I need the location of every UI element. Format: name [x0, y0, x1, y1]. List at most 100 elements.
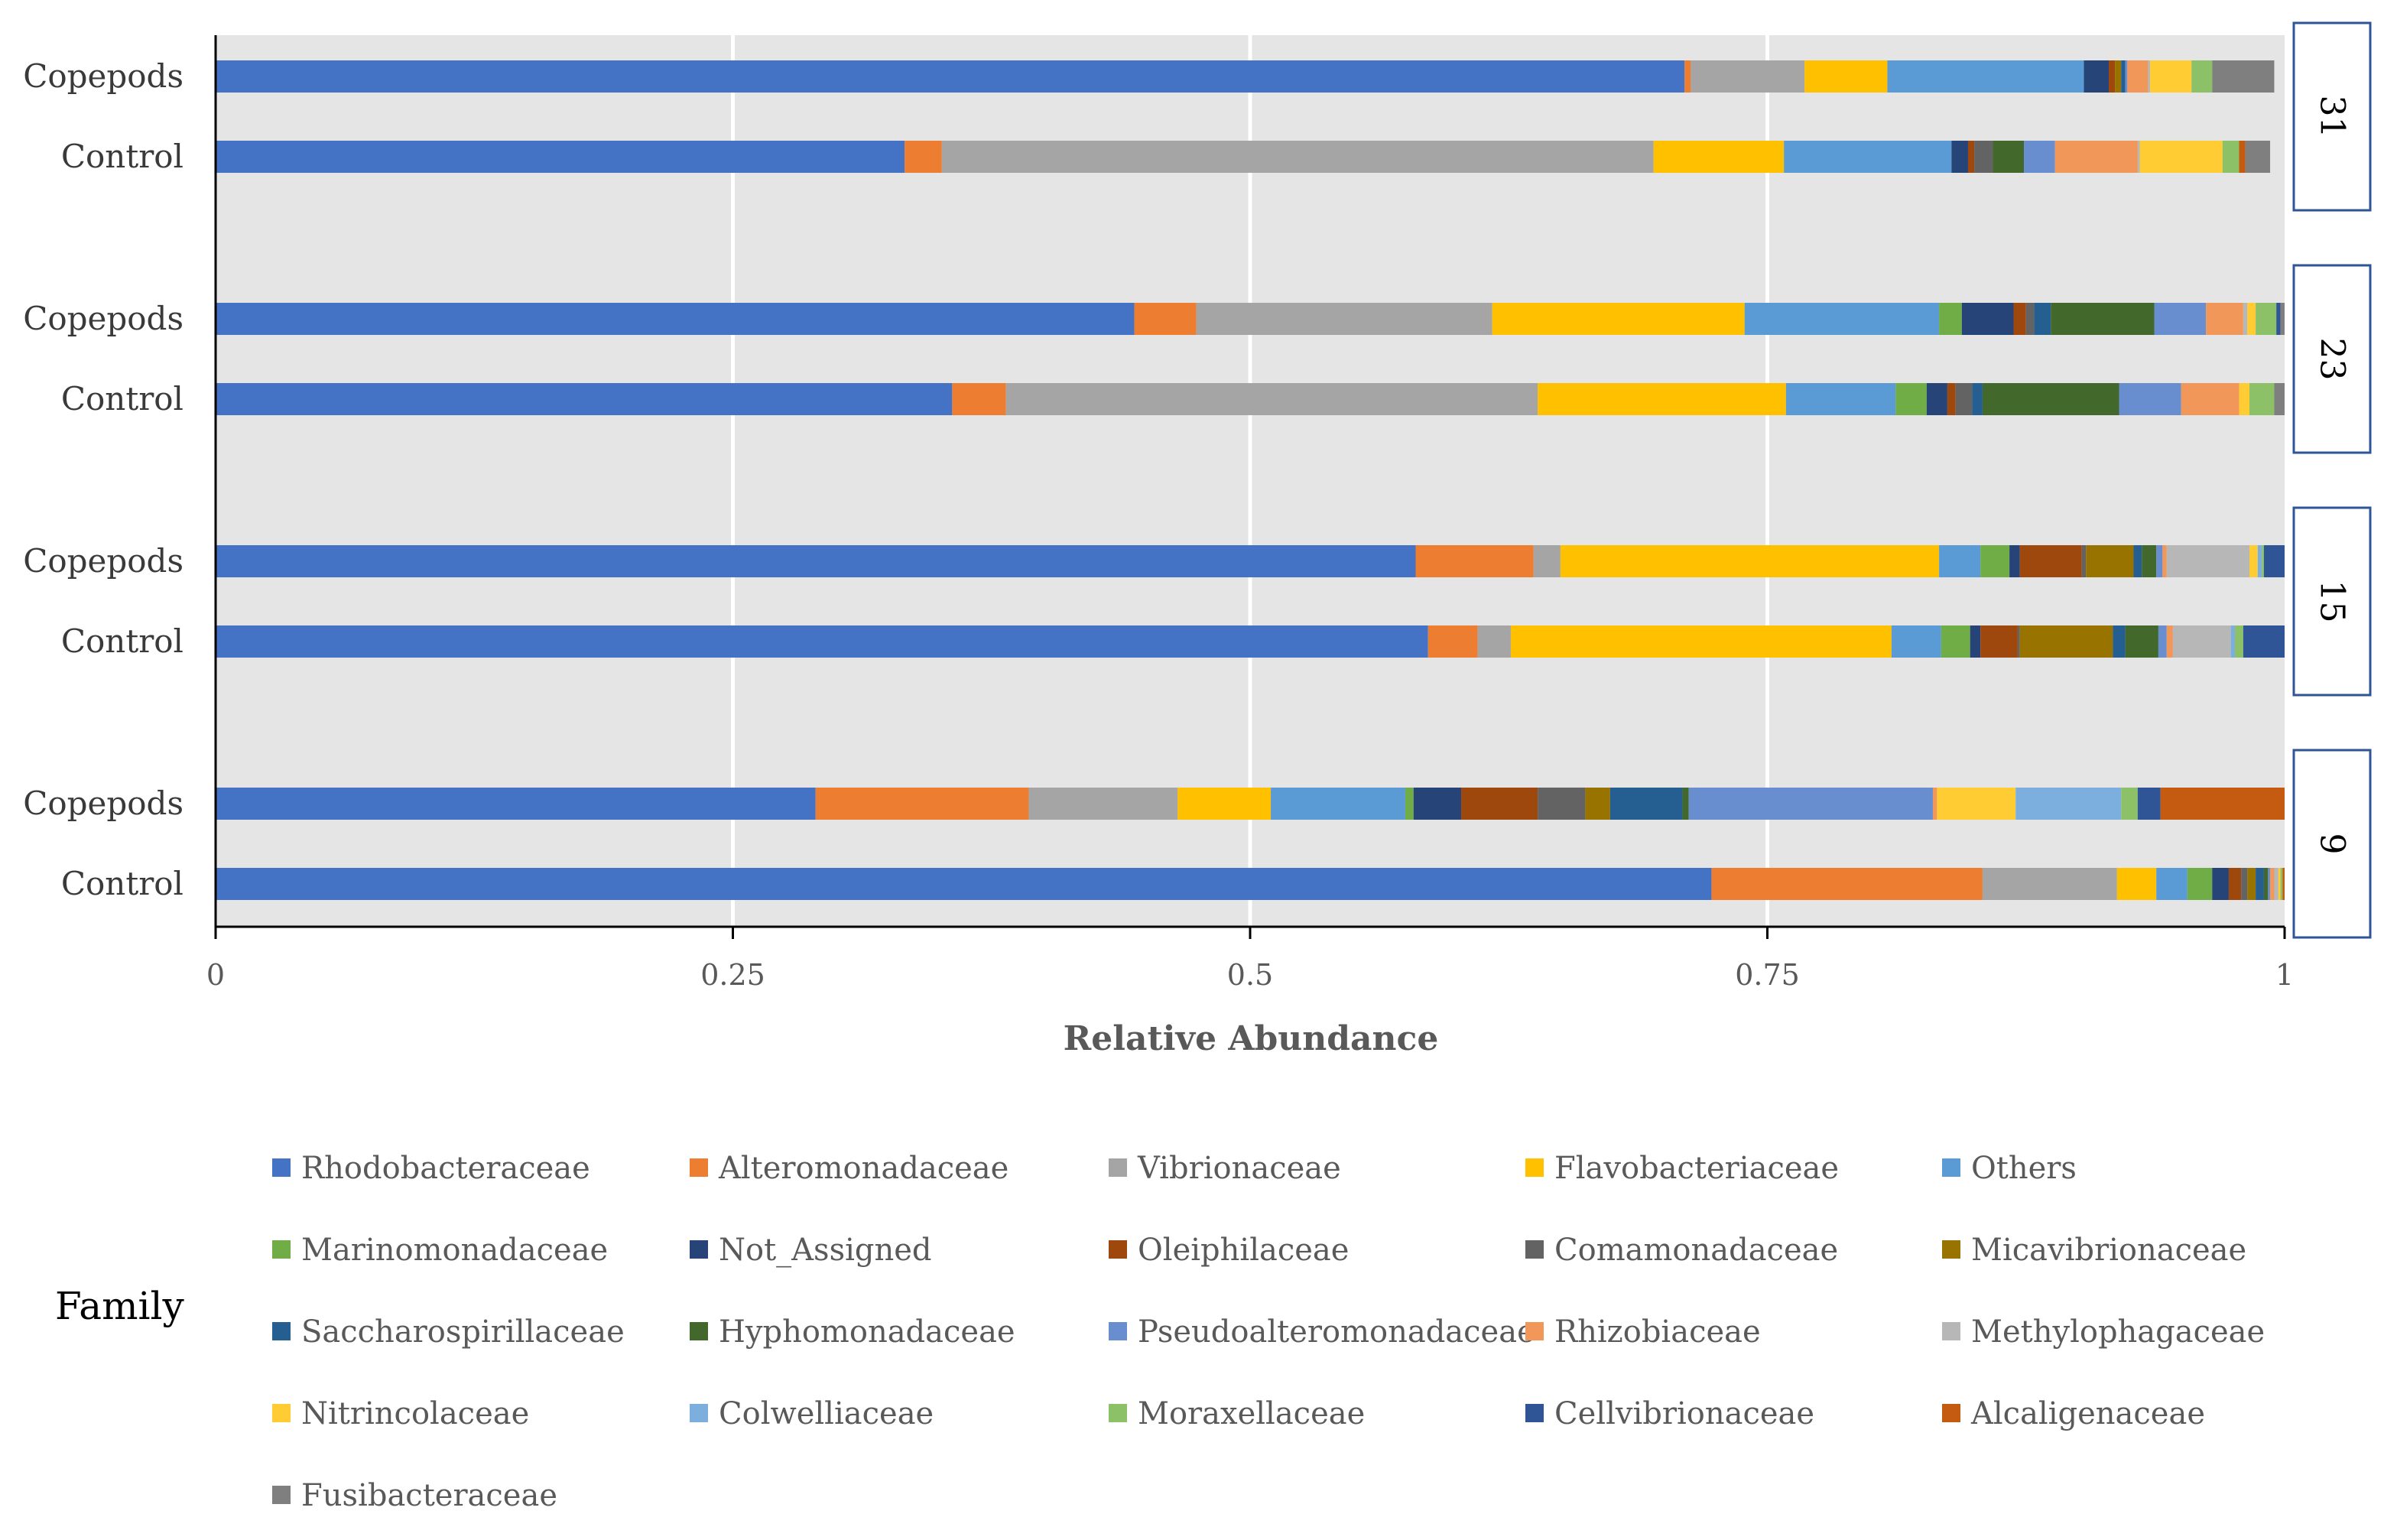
bar-segment-oleiphilaceae: [1967, 141, 1975, 173]
bar-segment-alteromonadaceae: [815, 788, 1029, 820]
bar-segment-micavibrionaceae: [2115, 60, 2122, 93]
bar-segment-moraxellaceae: [2191, 60, 2213, 93]
bar-segment-flavobacteriaceae: [1804, 60, 1888, 93]
bar-segment-methylophagaceae: [2137, 141, 2140, 173]
x-tick-label: 0.5: [1227, 958, 1273, 992]
legend-label: Rhodobacteraceae: [301, 1151, 590, 1186]
bar-segment-alteromonadaceae: [952, 383, 1006, 415]
bar-segment-oleiphilaceae: [2108, 60, 2116, 93]
bar-segment-methylophagaceae: [2274, 868, 2278, 900]
bar-segment-alcaligenaceae: [2282, 868, 2285, 900]
group-label: 23: [2313, 338, 2352, 381]
legend-swatch: [690, 1404, 708, 1422]
bar-segment-comamonadaceae: [1955, 383, 1973, 415]
axes: 0 0.25 0.5 0.75 1: [206, 35, 2294, 992]
group-label: 31: [2313, 96, 2352, 138]
legend-label: Moraxellaceae: [1138, 1396, 1365, 1431]
legend-swatch: [1942, 1240, 1960, 1259]
bar-segment-cellvibrionaceae: [2276, 303, 2281, 335]
bar-segment-nitrincolaceae: [2278, 868, 2281, 900]
legend-swatch: [690, 1322, 708, 1340]
group-label: 15: [2313, 580, 2352, 623]
bar-segment-vibrionaceae: [1477, 625, 1511, 658]
bar-segment-pseudoalteromonadaceae: [2268, 868, 2271, 900]
bar-segment-rhodobacteraceae: [216, 303, 1135, 335]
group-label-box: [2292, 749, 2372, 939]
bar-segment-rhizobiaceae: [2206, 303, 2243, 335]
bar-segment-oleiphilaceae: [2019, 545, 2082, 577]
bar-segment-flavobacteriaceae: [1538, 383, 1786, 415]
legend-label: Hyphomonadaceae: [719, 1314, 1015, 1350]
bar-segment-alteromonadaceae: [1684, 60, 1691, 93]
legend-swatch: [1109, 1158, 1127, 1177]
bar-segment-not-assigned: [2084, 60, 2109, 93]
bar-segment-moraxellaceae: [2249, 383, 2275, 415]
bar-segment-comamonadaceae: [1538, 788, 1586, 820]
bar-segment-nitrincolaceae: [2249, 545, 2258, 577]
bar-segment-flavobacteriaceae: [1653, 141, 1785, 173]
bar-segment-not-assigned: [1926, 383, 1947, 415]
bar-segment-comamonadaceae: [2241, 868, 2248, 900]
bar-segment-pseudoalteromonadaceae: [2024, 141, 2055, 173]
bar-segment-vibrionaceae: [1005, 383, 1538, 415]
legend-label: Rhizobiaceae: [1554, 1314, 1761, 1350]
bar-segment-not-assigned: [1970, 625, 1981, 658]
bar-segment-oleiphilaceae: [1947, 383, 1956, 415]
bar-segment-micavibrionaceae: [2019, 625, 2113, 658]
bar-segment-others: [1887, 60, 2084, 93]
legend-label: Methylophagaceae: [1971, 1314, 2265, 1350]
bar-segment-others: [1784, 141, 1952, 173]
bar-segment-rhizobiaceae: [2127, 60, 2149, 93]
bar-segment-alcaligenaceae: [2239, 141, 2246, 173]
category-label: Copepods: [23, 785, 184, 822]
group-label-box: [2292, 264, 2372, 454]
category-label: Control: [61, 380, 184, 417]
category-label: Control: [61, 622, 184, 660]
group-labels: 31 23 15 9: [2292, 21, 2372, 939]
bar-segment-vibrionaceae: [1533, 545, 1561, 577]
bar-segment-alteromonadaceae: [905, 141, 942, 173]
bar-segment-rhizobiaceae: [2162, 545, 2167, 577]
bar-segment-hyphomonadaceae: [1682, 788, 1689, 820]
legend-label: Vibrionaceae: [1137, 1151, 1341, 1186]
group-label: 9: [2313, 833, 2352, 855]
legend-label: Alteromonadaceae: [718, 1151, 1008, 1186]
legend-label: Oleiphilaceae: [1138, 1233, 1349, 1268]
bar-segment-vibrionaceae: [1196, 303, 1492, 335]
legend-swatch: [1109, 1404, 1127, 1422]
x-tick-label: 0.75: [1735, 958, 1800, 992]
gridlines: [731, 35, 1769, 927]
bar-segment-moraxellaceae: [2235, 625, 2243, 658]
x-tick-label: 0: [206, 958, 225, 992]
legend-label: Saccharospirillaceae: [301, 1314, 625, 1350]
bar-segment-saccharospirillaceae: [1972, 383, 1983, 415]
legend-swatch: [1942, 1158, 1960, 1177]
bar-segment-rhodobacteraceae: [216, 141, 905, 173]
legend-swatch: [1109, 1240, 1127, 1259]
bar-segment-rhodobacteraceae: [216, 625, 1428, 658]
bar-segment-saccharospirillaceae: [1609, 788, 1683, 820]
legend-swatch: [690, 1240, 708, 1259]
category-label: Copepods: [23, 542, 184, 580]
bar-segment-rhodobacteraceae: [216, 788, 816, 820]
bar-segment-methylophagaceae: [2148, 60, 2151, 93]
bar-segment-alteromonadaceae: [1415, 545, 1534, 577]
bar-segment-marinomonadaceae: [1939, 303, 1962, 335]
bar-segment-flavobacteriaceae: [1492, 303, 1745, 335]
bar-segment-flavobacteriaceae: [1177, 788, 1272, 820]
legend: Rhodobacteraceae Alteromonadaceae Vibriona…: [272, 1151, 2265, 1513]
bar-segment-others: [2156, 868, 2188, 900]
bar-segment-hyphomonadaceae: [1993, 141, 2025, 173]
bar-segment-not-assigned: [1413, 788, 1462, 820]
bar-segment-rhizobiaceae: [2270, 868, 2275, 900]
legend-swatch: [1942, 1404, 1960, 1422]
bar-segment-saccharospirillaceae: [2256, 868, 2264, 900]
bar-segment-colwelliaceae: [2230, 625, 2236, 658]
legend-swatch: [690, 1158, 708, 1177]
bar-segment-comamonadaceae: [2081, 545, 2087, 577]
bar-segment-pseudoalteromonadaceae: [2156, 545, 2163, 577]
legend-label: Flavobacteriaceae: [1554, 1151, 1839, 1186]
x-tick-label: 1: [2275, 958, 2294, 992]
legend-swatch: [272, 1404, 291, 1422]
